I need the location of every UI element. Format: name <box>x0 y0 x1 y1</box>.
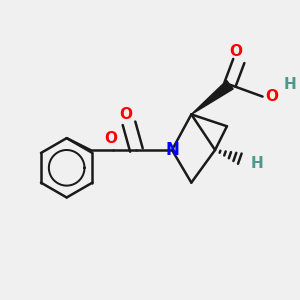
Text: N: N <box>165 141 179 159</box>
Text: O: O <box>266 89 278 104</box>
Polygon shape <box>191 80 233 114</box>
Text: H: H <box>283 77 296 92</box>
Text: O: O <box>119 107 133 122</box>
Text: H: H <box>251 156 263 171</box>
Text: O: O <box>105 130 118 146</box>
Text: O: O <box>229 44 242 59</box>
